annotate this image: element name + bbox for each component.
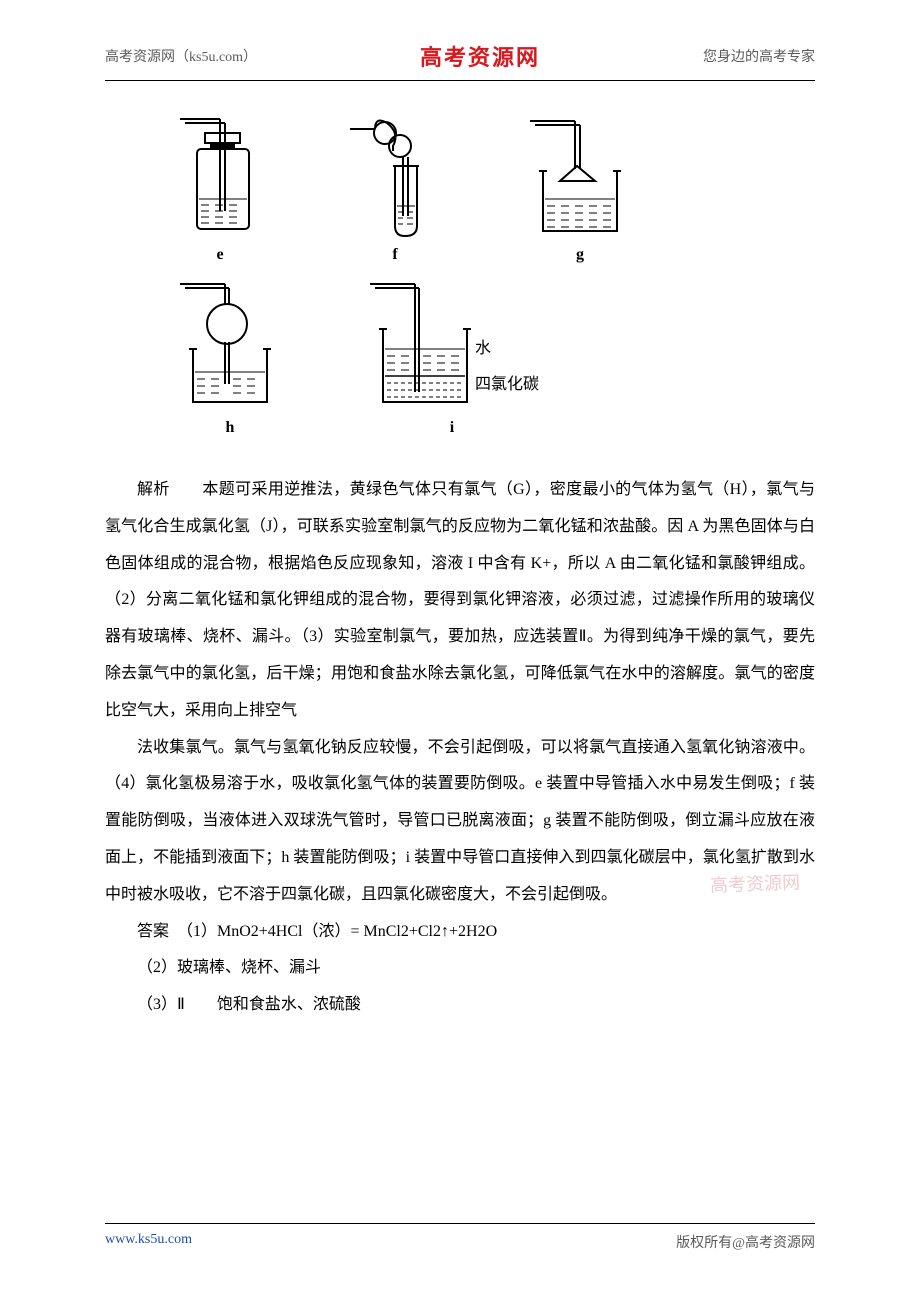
diagram-row-2: h [175, 274, 815, 437]
diagram-h: h [175, 274, 285, 437]
diagram-g-label: g [576, 246, 584, 264]
answer-line-3: （3）Ⅱ 饱和食盐水、浓硫酸 [105, 987, 815, 1024]
diagram-e-label: e [216, 246, 223, 264]
diagram-g: g [525, 111, 635, 264]
footer-url: www.ks5u.com [105, 1232, 192, 1252]
header-site-name: 高考资源网（ks5u.com） [105, 46, 257, 66]
diagram-h-label: h [226, 419, 235, 437]
apparatus-f-svg [345, 111, 445, 241]
answer-line-1: 答案 （1）MnO2+4HCl（浓）= MnCl2+Cl2↑+2H2O [105, 914, 815, 951]
page-footer: www.ks5u.com 版权所有@高考资源网 [105, 1223, 815, 1252]
footer-copyright: 版权所有@高考资源网 [676, 1232, 815, 1252]
analysis-paragraph-2: 法收集氯气。氯气与氢氧化钠反应较慢，不会引起倒吸，可以将氯气直接通入氢氧化钠溶液… [105, 730, 815, 914]
apparatus-h-svg [175, 274, 285, 414]
header-brand: 高考资源网 [420, 40, 540, 72]
diagram-f: f [345, 111, 445, 264]
page-header: 高考资源网（ks5u.com） 高考资源网 您身边的高考专家 [105, 0, 815, 81]
diagram-row-1: e [175, 111, 815, 264]
apparatus-g-svg [525, 111, 635, 241]
header-tagline: 您身边的高考专家 [703, 46, 815, 66]
diagram-i-water-label: 水 [475, 334, 539, 358]
diagram-i-ccl4-label: 四氯化碳 [475, 370, 539, 394]
apparatus-e-svg [175, 111, 265, 241]
analysis-text: 解析 本题可采用逆推法，黄绿色气体只有氯气（G），密度最小的气体为氢气（H），氯… [105, 472, 815, 1024]
apparatus-i-svg [365, 274, 475, 414]
diagram-i: 水 四氯化碳 i [365, 274, 539, 437]
diagram-area: e [105, 111, 815, 437]
diagram-f-label: f [392, 246, 397, 264]
answer-line-2: （2）玻璃棒、烧杯、漏斗 [105, 950, 815, 987]
main-content: e [0, 81, 920, 1024]
diagram-e: e [175, 111, 265, 264]
analysis-paragraph-1: 解析 本题可采用逆推法，黄绿色气体只有氯气（G），密度最小的气体为氢气（H），氯… [105, 472, 815, 730]
diagram-i-label: i [450, 419, 454, 437]
